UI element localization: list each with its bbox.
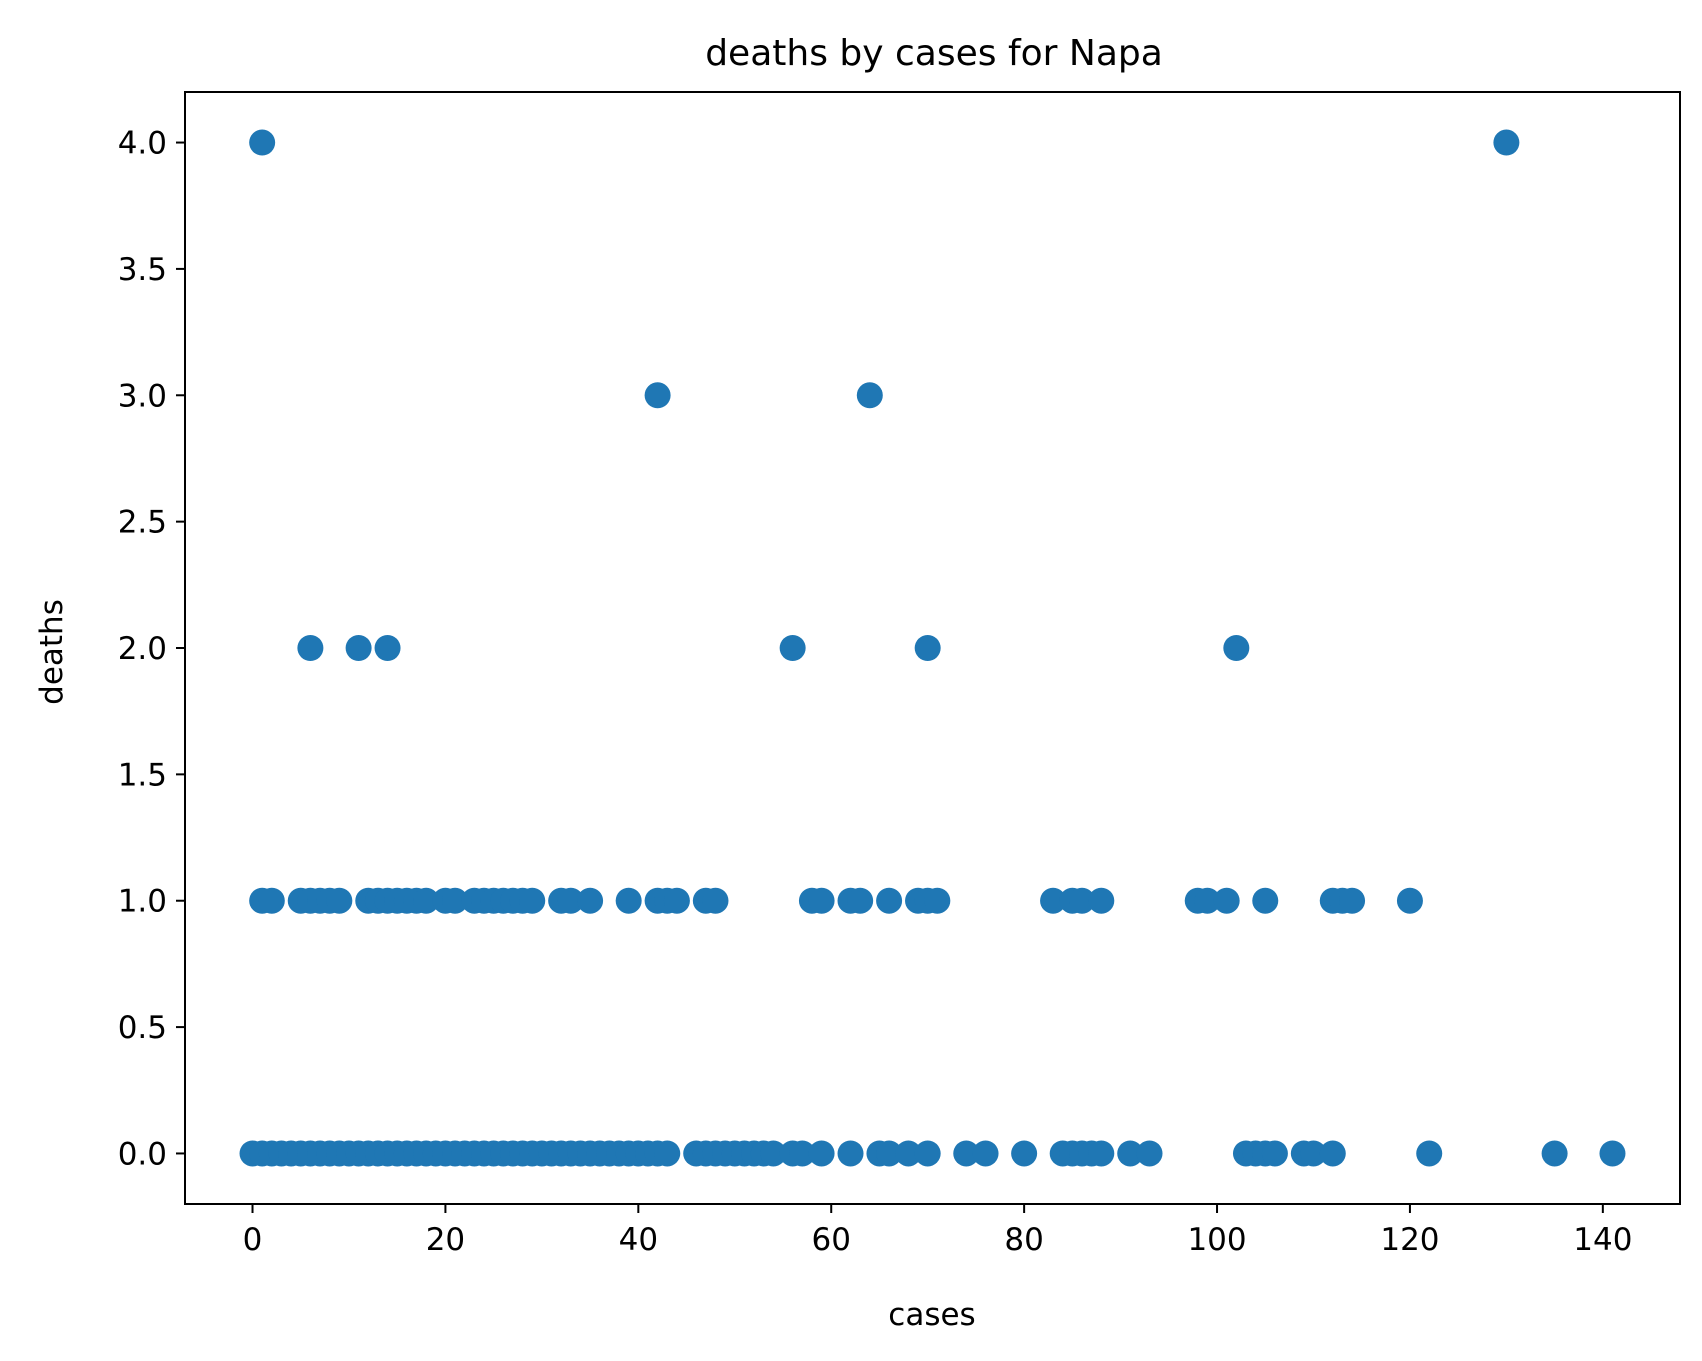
data-point	[702, 887, 729, 914]
x-tick-label: 140	[1573, 1222, 1632, 1258]
data-point	[760, 1140, 787, 1167]
data-point	[1040, 887, 1067, 914]
data-point	[1011, 1140, 1038, 1167]
data-point	[1252, 887, 1279, 914]
y-tick-label: 1.5	[118, 757, 167, 793]
data-point	[519, 887, 546, 914]
data-point	[345, 635, 372, 661]
data-point	[1599, 1140, 1626, 1167]
data-point	[972, 1140, 999, 1167]
data-point	[1069, 887, 1095, 914]
data-point	[442, 887, 469, 914]
data-point	[1339, 887, 1366, 914]
data-point	[258, 887, 285, 914]
y-tick-label: 0.5	[118, 1010, 167, 1046]
data-point	[615, 887, 642, 914]
x-tick-label: 100	[1187, 1222, 1246, 1258]
data-point	[1300, 1140, 1327, 1167]
data-point	[413, 887, 440, 914]
data-point	[953, 1140, 980, 1167]
data-point	[1194, 887, 1221, 914]
data-point	[577, 887, 604, 914]
data-point	[876, 1140, 903, 1167]
data-point	[644, 382, 671, 409]
data-point	[326, 887, 353, 914]
data-point	[1261, 1140, 1288, 1167]
data-point	[924, 887, 951, 914]
data-point	[779, 635, 806, 661]
y-tick-label: 3.5	[118, 252, 167, 288]
data-point	[1396, 887, 1423, 914]
x-tick-label: 20	[426, 1222, 465, 1258]
data-point	[1117, 1140, 1144, 1167]
y-tick-label: 0.0	[118, 1136, 167, 1172]
y-axis-ticks: 0.0 0.5 1.0 1.5 2.0 2.5 3.0 3.5 4.0	[118, 126, 185, 1172]
y-tick-label: 2.5	[118, 505, 167, 541]
data-points	[239, 129, 1626, 1167]
x-tick-label: 60	[811, 1222, 850, 1258]
x-tick-label: 0	[243, 1222, 263, 1258]
y-tick-label: 4.0	[118, 126, 167, 162]
data-point	[1136, 1140, 1163, 1167]
data-point	[837, 1140, 864, 1167]
data-point	[808, 887, 835, 914]
y-tick-label: 2.0	[118, 631, 167, 667]
data-point	[297, 635, 324, 661]
data-point	[1493, 129, 1520, 156]
data-point	[1213, 887, 1240, 914]
data-point	[808, 1140, 835, 1167]
x-axis-ticks: 0 20 40 60 80 100 120 140	[243, 1204, 1632, 1258]
data-point	[1223, 635, 1250, 661]
data-point	[856, 382, 883, 409]
y-tick-label: 1.0	[118, 884, 167, 920]
y-tick-label: 3.0	[118, 378, 167, 414]
data-point	[914, 635, 941, 661]
data-point	[1319, 1140, 1346, 1167]
data-point	[914, 1140, 941, 1167]
data-point	[1416, 1140, 1443, 1167]
y-axis-label: deaths	[34, 599, 70, 705]
x-axis-label: cases	[888, 1297, 975, 1333]
x-tick-label: 80	[1004, 1222, 1043, 1258]
data-point	[557, 887, 584, 914]
data-point	[1541, 1140, 1568, 1167]
data-point	[1088, 1140, 1115, 1167]
x-tick-label: 40	[619, 1222, 658, 1258]
data-point	[1088, 887, 1115, 914]
data-point	[895, 1140, 922, 1167]
data-point	[789, 1140, 816, 1167]
data-point	[249, 129, 276, 156]
data-point	[847, 887, 874, 914]
data-point	[654, 1140, 681, 1167]
chart-title: deaths by cases for Napa	[705, 33, 1163, 74]
data-point	[374, 635, 401, 661]
data-point	[663, 887, 690, 914]
data-point	[876, 887, 903, 914]
x-tick-label: 120	[1380, 1222, 1439, 1258]
